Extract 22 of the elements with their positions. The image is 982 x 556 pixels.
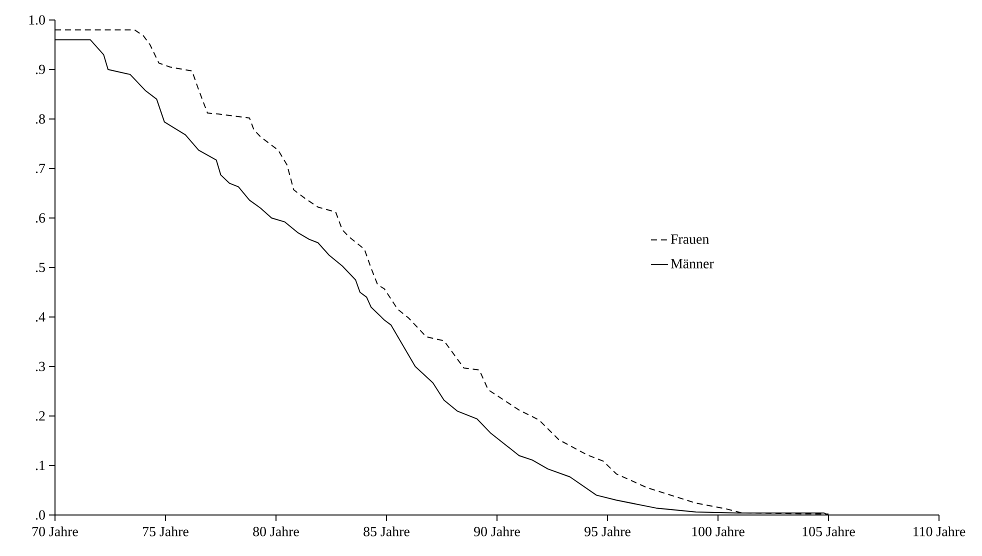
y-tick-label: .4 <box>36 312 46 322</box>
x-tick-label: 95 Jahre <box>584 526 630 536</box>
y-tick-label: .0 <box>36 510 45 520</box>
x-tick-label: 110 Jahre <box>914 526 966 536</box>
x-tick-label: 85 Jahre <box>364 526 410 536</box>
x-tick-label: 105 Jahre <box>802 526 855 536</box>
y-tick-label: .6 <box>36 213 46 223</box>
x-tick-label: 70 Jahre <box>32 526 78 536</box>
y-tick-label: .2 <box>36 411 45 421</box>
legend-label: Männer <box>670 259 714 268</box>
x-tick-label: 80 Jahre <box>253 526 299 536</box>
y-tick-label: 1.0 <box>29 15 45 25</box>
x-tick-label: 90 Jahre <box>474 526 520 536</box>
y-tick-label: .8 <box>36 114 45 124</box>
y-tick-label: .1 <box>36 460 45 470</box>
y-tick-label: .9 <box>36 64 45 74</box>
legend-label: Frauen <box>670 234 709 244</box>
y-tick-label: .7 <box>36 164 46 174</box>
y-tick-label: .5 <box>36 262 45 272</box>
y-tick-label: .3 <box>36 362 45 372</box>
x-tick-label: 100 Jahre <box>692 526 744 536</box>
x-tick-label: 75 Jahre <box>142 526 188 536</box>
